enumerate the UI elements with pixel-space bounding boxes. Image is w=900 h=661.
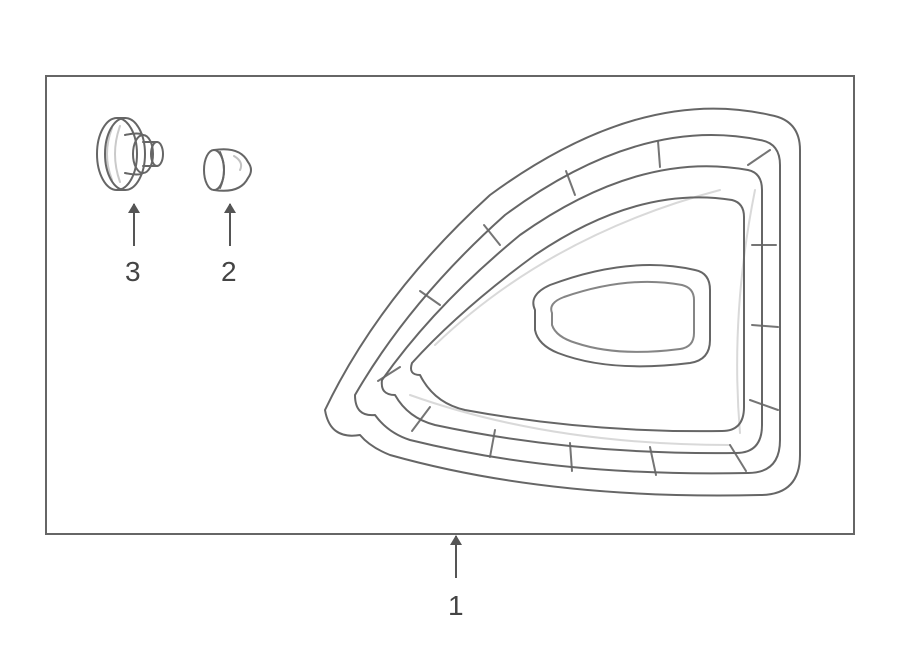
bulb-drawing	[200, 140, 256, 200]
callout-2-arrow	[229, 204, 231, 246]
callout-1-label: 1	[448, 592, 464, 620]
callout-2-label: 2	[221, 258, 237, 286]
callout-3-label: 3	[125, 258, 141, 286]
lamp-assembly-drawing	[300, 95, 820, 515]
callout-1-arrow	[455, 536, 457, 578]
socket-drawing	[95, 108, 173, 200]
diagram-canvas: 1 2 3	[0, 0, 900, 661]
callout-3-arrow	[133, 204, 135, 246]
